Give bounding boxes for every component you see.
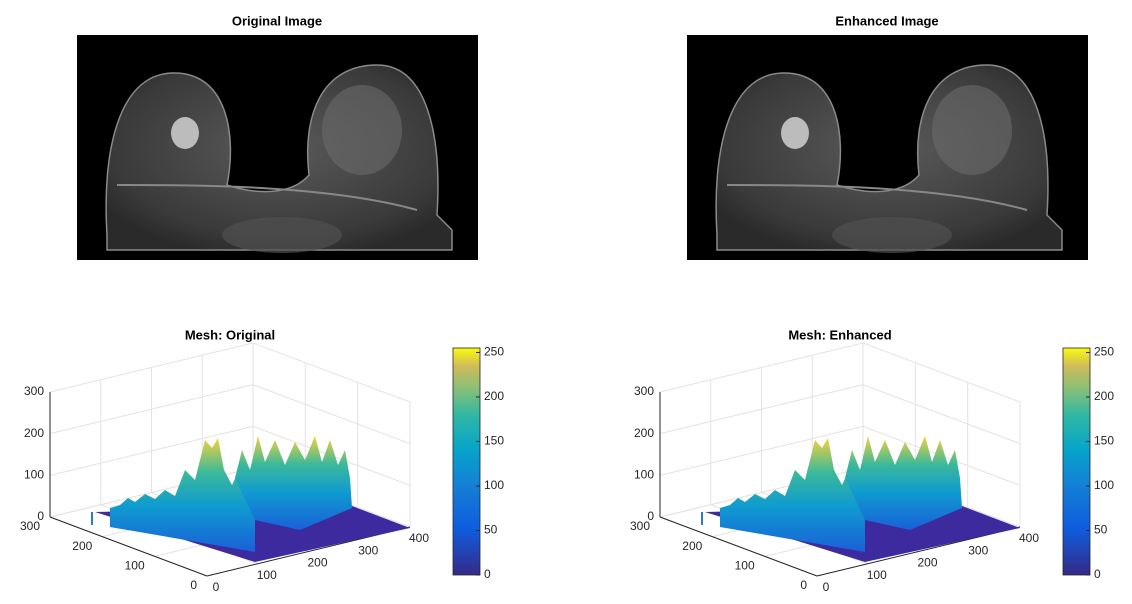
- colorbar: [452, 347, 481, 576]
- x-tick-label: 100: [257, 568, 277, 582]
- y-tick-label: 200: [72, 539, 92, 553]
- colorbar-tick-label: 150: [1094, 434, 1114, 448]
- grid-line: [49, 342, 254, 393]
- colorbar-tick-label: 0: [484, 567, 491, 581]
- image-title: Enhanced Image: [835, 13, 938, 28]
- y-tick-label: 200: [682, 539, 702, 553]
- grid-line: [659, 342, 864, 393]
- mesh-title: Mesh: Enhanced: [788, 327, 891, 342]
- x-tick-label: 200: [307, 556, 327, 570]
- y-tick-label: 100: [735, 559, 755, 573]
- x-tick-label: 200: [917, 556, 937, 570]
- y-tick-label: 0: [800, 578, 807, 592]
- x-tick-label: 400: [1019, 531, 1039, 545]
- grid-line: [252, 384, 411, 445]
- z-tick-label: 200: [634, 426, 654, 440]
- z-tick-label: 200: [24, 426, 44, 440]
- mesh-panel: Mesh: Enhanced01002003004000100200300010…: [630, 327, 1114, 594]
- y-tick-label: 0: [190, 578, 197, 592]
- colorbar-tick-label: 250: [1094, 345, 1114, 359]
- grid-line: [49, 384, 254, 435]
- y-tick-label: 300: [20, 519, 40, 533]
- original-image: [76, 34, 479, 261]
- x-tick-label: 400: [409, 531, 429, 545]
- x-tick-label: 300: [968, 543, 988, 557]
- mesh-title: Mesh: Original: [185, 327, 275, 342]
- x-tick-label: 0: [823, 580, 830, 594]
- mesh-panel: Mesh: Original01002003004000100200300010…: [20, 327, 504, 594]
- colorbar: [1062, 347, 1091, 576]
- grid-line: [252, 342, 411, 403]
- enhanced-image: [686, 34, 1089, 261]
- colorbar-tick-label: 150: [484, 434, 504, 448]
- x-tick-label: 100: [867, 568, 887, 582]
- colorbar-tick-label: 200: [1094, 389, 1114, 403]
- colorbar-tick-label: 50: [484, 523, 498, 537]
- z-tick-label: 100: [634, 468, 654, 482]
- image-title: Original Image: [232, 13, 322, 28]
- y-axis: [49, 516, 208, 577]
- y-tick-label: 300: [630, 519, 650, 533]
- colorbar-tick-label: 100: [484, 478, 504, 492]
- z-tick-label: 300: [24, 384, 44, 398]
- grid-line: [659, 384, 864, 435]
- grid-line: [862, 342, 1021, 403]
- colorbar-tick-label: 50: [1094, 523, 1108, 537]
- z-tick-label: 0: [37, 509, 44, 523]
- z-tick-label: 0: [647, 509, 654, 523]
- colorbar-tick-label: 200: [484, 389, 504, 403]
- x-tick-label: 300: [358, 543, 378, 557]
- grid-line: [862, 384, 1021, 445]
- z-tick-label: 300: [634, 384, 654, 398]
- x-tick-label: 0: [213, 580, 220, 594]
- grid-line: [49, 425, 254, 476]
- colorbar-tick-label: 0: [1094, 567, 1101, 581]
- grid-line: [659, 425, 864, 476]
- y-axis: [659, 516, 818, 577]
- z-tick-label: 100: [24, 468, 44, 482]
- colorbar-tick-label: 100: [1094, 478, 1114, 492]
- y-tick-label: 100: [125, 559, 145, 573]
- colorbar-tick-label: 250: [484, 345, 504, 359]
